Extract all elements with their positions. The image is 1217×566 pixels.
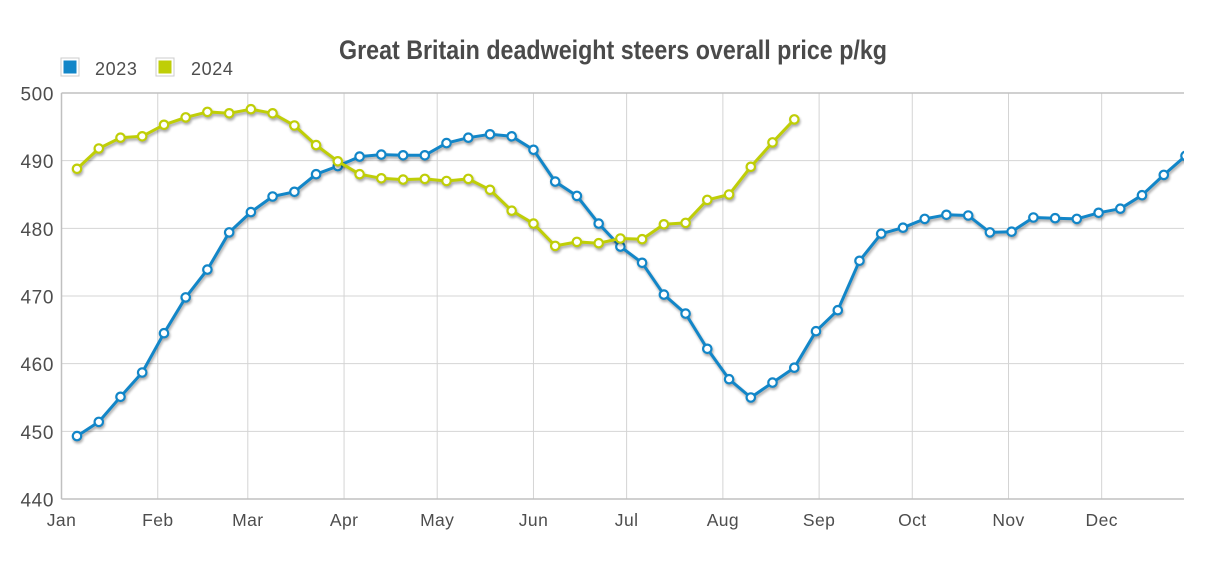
svg-text:Mar: Mar <box>232 510 263 530</box>
svg-text:460: 460 <box>20 355 54 376</box>
svg-text:2023: 2023 <box>95 59 137 79</box>
svg-text:490: 490 <box>20 152 54 173</box>
svg-text:Great Britain deadweight steer: Great Britain deadweight steers overall … <box>339 35 887 65</box>
svg-text:Nov: Nov <box>992 510 1024 530</box>
svg-text:Dec: Dec <box>1086 510 1118 530</box>
svg-text:May: May <box>420 510 454 530</box>
svg-text:Jun: Jun <box>519 510 548 530</box>
svg-text:450: 450 <box>20 423 54 444</box>
svg-text:Oct: Oct <box>898 510 926 530</box>
svg-text:2024: 2024 <box>191 59 233 79</box>
svg-text:470: 470 <box>20 288 54 309</box>
svg-text:440: 440 <box>20 491 54 512</box>
svg-text:Aug: Aug <box>707 510 739 530</box>
svg-text:Jul: Jul <box>615 510 639 530</box>
svg-text:Feb: Feb <box>142 510 173 530</box>
svg-text:500: 500 <box>20 85 54 106</box>
svg-text:Apr: Apr <box>330 510 358 530</box>
svg-text:480: 480 <box>20 220 54 241</box>
svg-text:Jan: Jan <box>47 510 76 530</box>
svg-text:Sep: Sep <box>803 510 835 530</box>
